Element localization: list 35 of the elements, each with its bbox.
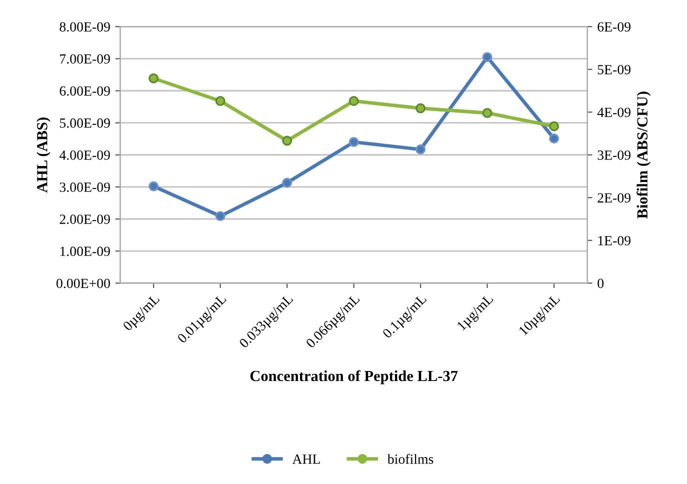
legend-label: biofilms: [387, 454, 434, 464]
y2-tick-label: 2E-09: [598, 193, 630, 203]
point: [348, 137, 359, 148]
point: [282, 136, 292, 146]
y-tick-label: 1.00E-09: [60, 246, 110, 256]
point: [148, 181, 159, 192]
legend-label: AHL: [292, 454, 320, 464]
y2-tick-label: 5E-09: [598, 64, 630, 74]
y-tick-label: 6.00E-09: [60, 86, 110, 96]
y-tick-label: 8.00E-09: [60, 22, 110, 32]
point: [282, 178, 292, 188]
y2-tick-label: 4E-09: [597, 108, 630, 118]
point: [348, 96, 359, 106]
y2-tick-label: 0: [598, 278, 604, 288]
point: [215, 211, 226, 222]
y2-axis-title: Biofilm (ABS/CFU): [636, 92, 651, 218]
y-tick-label: 0.00E+00: [56, 278, 110, 288]
point: [549, 134, 560, 144]
point: [416, 144, 426, 154]
y2-tick-label: 6E-09: [598, 22, 630, 32]
point: [482, 108, 492, 118]
y-tick-label: 3.00E-09: [60, 182, 110, 192]
point: [215, 96, 226, 106]
y2-tick-label: 3E-09: [598, 150, 630, 160]
y-tick-label: 4.00E-09: [59, 150, 110, 160]
point: [549, 121, 560, 132]
y-axis-title: AHL (ABS): [36, 118, 50, 193]
y2-tick-label: 1E-09: [598, 236, 630, 246]
y-tick-label: 2.00E-09: [60, 214, 110, 224]
x-axis-title: Concentration of Peptide LL-37: [250, 370, 458, 384]
y-tick-label: 7.00E-09: [60, 54, 110, 64]
point: [148, 73, 159, 84]
point: [482, 52, 492, 62]
point: [416, 103, 426, 114]
y-tick-label: 5.00E-09: [60, 118, 110, 128]
